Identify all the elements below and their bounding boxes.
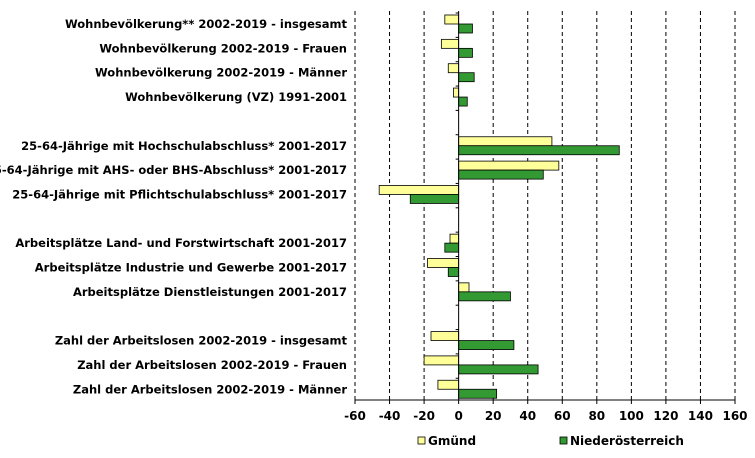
bar-gmuend-5 <box>458 136 553 147</box>
category-label-0: Wohnbevölkerung** 2002-2019 - insgesamt <box>65 17 348 31</box>
category-label-9: Arbeitsplätze Land- und Forstwirtschaft … <box>15 236 347 250</box>
legend-label-0: Gmünd <box>428 434 476 448</box>
bar-gmuend-10 <box>427 258 460 268</box>
bar-niederoesterreich-1 <box>458 47 473 58</box>
bar-gmuend-7 <box>378 185 460 195</box>
x-tick-label-11: 160 <box>722 409 747 423</box>
bar-gmuend-3 <box>453 87 460 98</box>
x-tick-label-3: 0 <box>454 409 462 423</box>
bar-niederoesterreich-11 <box>458 291 511 302</box>
bar-niederoesterreich-9 <box>444 242 460 253</box>
category-label-15: Zahl der Arbeitslosen 2002-2019 - Männer <box>73 382 347 396</box>
legend-swatch-0 <box>417 436 426 445</box>
axes <box>354 11 736 404</box>
x-tick-label-6: 60 <box>554 409 571 423</box>
grid-lines <box>354 11 736 400</box>
category-label-14: Zahl der Arbeitslosen 2002-2019 - Frauen <box>77 358 347 372</box>
category-label-1: Wohnbevölkerung 2002-2019 - Frauen <box>99 41 347 55</box>
bar-niederoesterreich-2 <box>458 72 475 83</box>
x-tick-label-2: -20 <box>413 409 435 423</box>
x-tick-label-1: -40 <box>379 409 401 423</box>
bar-gmuend-15 <box>437 379 460 390</box>
x-tick-label-4: 20 <box>485 409 502 423</box>
bar-gmuend-14 <box>423 355 460 366</box>
category-label-11: Arbeitsplätze Dienstleistungen 2001-2017 <box>73 285 347 299</box>
category-labels: Wohnbevölkerung** 2002-2019 - insgesamt W… <box>0 17 347 396</box>
x-tick-label-9: 120 <box>653 409 678 423</box>
bar-niederoesterreich-6 <box>458 169 544 180</box>
category-label-13: Zahl der Arbeitslosen 2002-2019 - insges… <box>55 334 348 348</box>
bar-niederoesterreich-7 <box>409 194 460 204</box>
category-label-10: Arbeitsplätze Industrie und Gewerbe 2001… <box>35 261 347 275</box>
category-label-2: Wohnbevölkerung 2002-2019 - Männer <box>95 66 347 80</box>
bar-gmuend-1 <box>440 38 460 49</box>
bar-gmuend-11 <box>458 282 470 293</box>
bar-niederoesterreich-13 <box>458 340 515 350</box>
bar-gmuend-13 <box>430 331 460 341</box>
category-label-5: 25-64-Jährige mit Hochschulabschluss* 20… <box>21 139 347 153</box>
x-tick-label-8: 100 <box>619 409 644 423</box>
bar-gmuend-2 <box>447 63 460 74</box>
x-tick-label-0: -60 <box>344 409 366 423</box>
category-label-7: 25-64-Jährige mit Pflichtschulabschluss*… <box>12 187 347 201</box>
x-tick-label-5: 40 <box>519 409 536 423</box>
category-label-3: Wohnbevölkerung (VZ) 1991-2001 <box>125 90 347 104</box>
legend-swatch-1 <box>559 436 568 445</box>
bar-niederoesterreich-15 <box>458 388 498 399</box>
x-tick-label-7: 80 <box>588 409 605 423</box>
bar-niederoesterreich-0 <box>458 23 473 34</box>
bars <box>378 14 620 399</box>
category-label-6: 25-64-Jährige mit AHS- oder BHS-Abschlus… <box>0 163 347 177</box>
legend: Gmünd Niederösterreich <box>417 434 684 448</box>
bar-niederoesterreich-5 <box>458 145 620 156</box>
legend-label-1: Niederösterreich <box>570 434 684 448</box>
bar-gmuend-6 <box>458 160 560 171</box>
bar-gmuend-9 <box>449 233 460 244</box>
bar-niederoesterreich-3 <box>458 96 468 107</box>
x-tick-labels: -60 -40 -20 0 20 40 60 80 100 120 140 160 <box>344 409 747 423</box>
bar-gmuend-0 <box>444 14 460 25</box>
bar-niederoesterreich-14 <box>458 364 539 375</box>
x-tick-label-10: 140 <box>688 409 713 423</box>
bar-niederoesterreich-10 <box>447 267 460 277</box>
